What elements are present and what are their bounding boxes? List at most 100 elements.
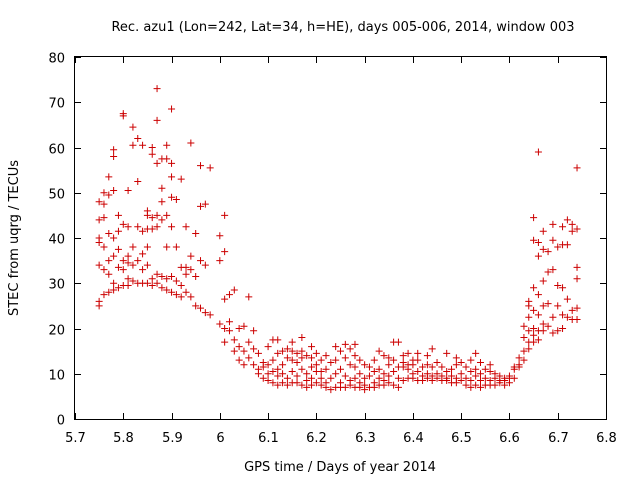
data-point xyxy=(409,370,417,378)
data-point xyxy=(457,370,465,378)
data-point xyxy=(332,343,340,351)
data-point xyxy=(476,377,484,385)
data-point xyxy=(124,259,132,267)
data-point xyxy=(163,141,171,149)
data-point xyxy=(163,275,171,283)
data-point xyxy=(448,372,456,380)
data-point xyxy=(187,139,195,147)
data-point xyxy=(385,354,393,362)
data-point xyxy=(539,302,547,310)
data-point xyxy=(139,250,147,258)
data-point xyxy=(380,377,388,385)
data-point xyxy=(525,345,533,353)
x-tick-label: 6 xyxy=(216,431,224,446)
data-point xyxy=(153,159,161,167)
data-point xyxy=(554,302,562,310)
data-point xyxy=(448,365,456,373)
data-point xyxy=(530,325,538,332)
data-point xyxy=(534,311,542,319)
data-point xyxy=(148,144,156,151)
data-point xyxy=(105,173,113,181)
data-point xyxy=(341,354,349,362)
data-point xyxy=(496,372,504,380)
data-point xyxy=(245,293,253,301)
data-point xyxy=(438,372,446,380)
data-point xyxy=(279,347,287,355)
data-point xyxy=(481,374,489,382)
data-point xyxy=(197,304,205,312)
data-point xyxy=(433,370,441,378)
data-point xyxy=(158,198,166,206)
data-point xyxy=(124,252,132,260)
data-point xyxy=(322,379,330,387)
data-point xyxy=(264,343,272,351)
data-point xyxy=(119,220,127,228)
data-point xyxy=(530,331,538,339)
data-point xyxy=(317,381,325,389)
data-point xyxy=(525,297,533,305)
data-point xyxy=(110,252,118,260)
data-point xyxy=(129,123,137,131)
data-point xyxy=(206,164,214,172)
data-point xyxy=(288,347,296,355)
data-point xyxy=(467,356,475,364)
data-point xyxy=(235,325,243,332)
data-point xyxy=(192,302,200,310)
data-point xyxy=(394,338,402,346)
data-point xyxy=(168,159,176,167)
data-point xyxy=(187,252,195,260)
data-point xyxy=(288,356,296,364)
data-point xyxy=(443,374,451,382)
data-point xyxy=(356,370,364,378)
data-point xyxy=(221,338,229,346)
data-point xyxy=(423,361,431,369)
data-point xyxy=(559,325,567,332)
data-point xyxy=(95,216,103,224)
data-point xyxy=(573,225,581,233)
data-point xyxy=(158,284,166,292)
data-point xyxy=(515,361,523,369)
plot-frame xyxy=(74,56,607,420)
data-point xyxy=(279,361,287,369)
x-tick-label: 6.2 xyxy=(306,431,327,446)
data-point xyxy=(168,223,176,231)
data-point xyxy=(143,243,151,251)
data-point xyxy=(414,349,422,357)
data-point xyxy=(419,372,427,380)
data-point xyxy=(168,272,176,280)
data-point xyxy=(148,282,156,290)
data-point xyxy=(322,352,330,360)
data-point xyxy=(573,304,581,312)
data-point xyxy=(327,374,335,382)
data-point xyxy=(201,200,209,208)
data-point xyxy=(443,367,451,375)
data-point xyxy=(525,313,533,321)
data-point xyxy=(341,372,349,380)
data-point xyxy=(221,295,229,303)
data-point xyxy=(221,211,229,219)
data-point xyxy=(312,379,320,387)
data-point xyxy=(129,243,137,251)
x-tick-label: 5.8 xyxy=(113,431,134,446)
data-point xyxy=(100,214,108,222)
data-point xyxy=(293,379,301,387)
data-point xyxy=(472,381,480,389)
data-point xyxy=(153,223,161,231)
data-point xyxy=(385,379,393,387)
data-point xyxy=(375,365,383,373)
data-point xyxy=(298,354,306,362)
data-point xyxy=(452,361,460,369)
data-point xyxy=(365,372,373,380)
data-point xyxy=(563,295,571,303)
data-point xyxy=(452,374,460,382)
data-point xyxy=(549,313,557,321)
y-tick-label: 0 xyxy=(57,414,65,429)
data-point xyxy=(399,352,407,360)
data-point xyxy=(298,347,306,355)
data-point xyxy=(274,365,282,373)
data-point xyxy=(274,336,282,344)
data-point xyxy=(124,186,132,194)
data-point xyxy=(370,367,378,375)
data-point xyxy=(356,379,364,387)
